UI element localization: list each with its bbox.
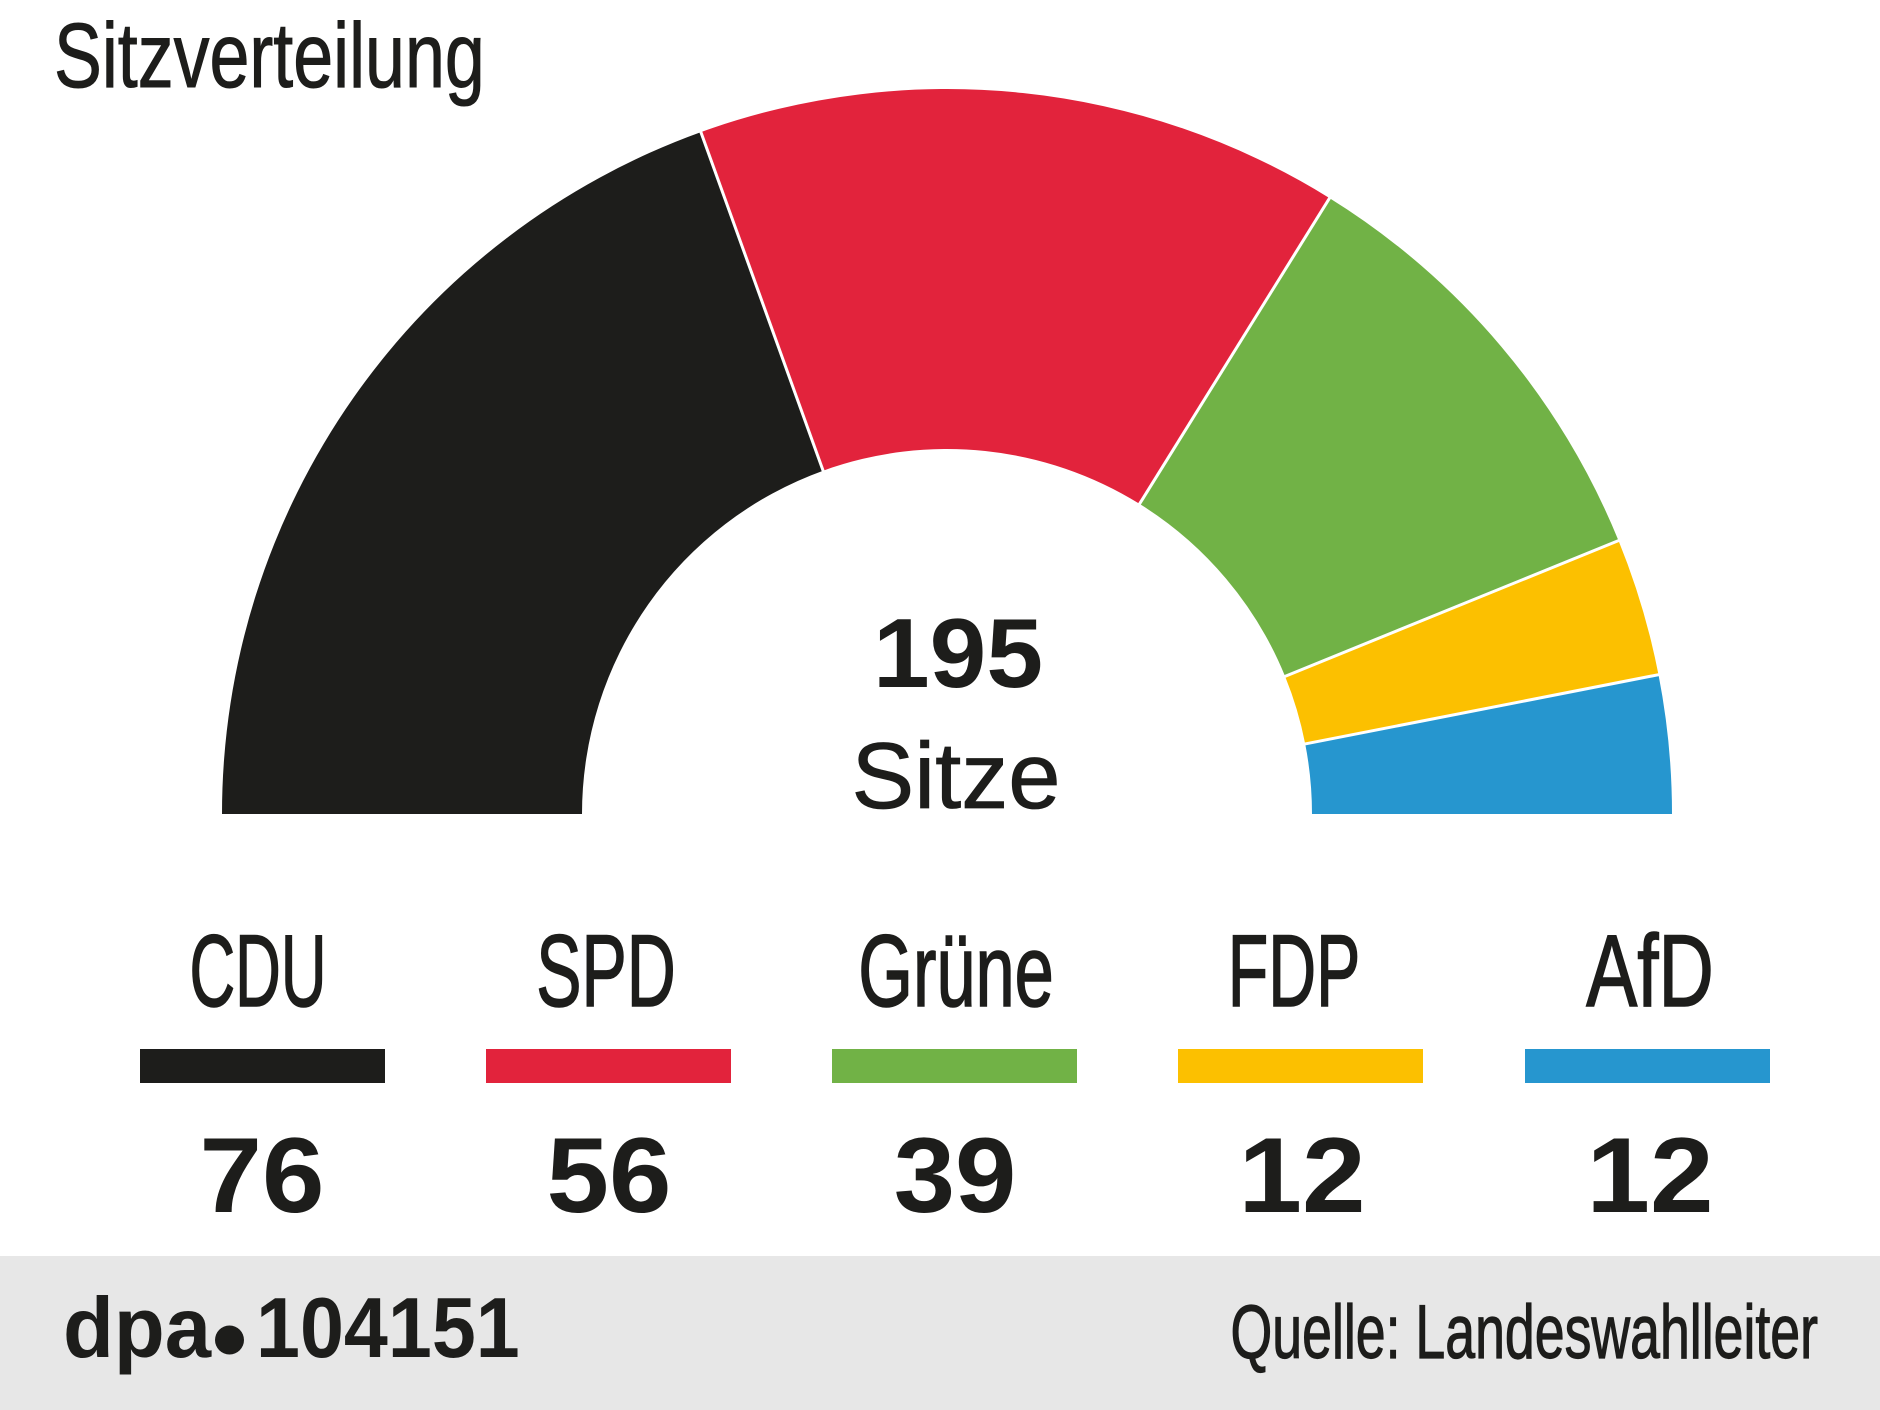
- svg-text:12: 12: [1586, 1116, 1713, 1235]
- svg-text:Grüne: Grüne: [858, 914, 1054, 1028]
- svg-text:CDU: CDU: [189, 913, 326, 1027]
- svg-text:dpa: dpa: [63, 1280, 212, 1375]
- svg-text:Sitzverteilung: Sitzverteilung: [54, 4, 485, 107]
- svg-text:104151: 104151: [256, 1281, 520, 1375]
- svg-text:76: 76: [200, 1116, 325, 1235]
- svg-text:FDP: FDP: [1228, 915, 1361, 1029]
- svg-text:AfD: AfD: [1586, 914, 1714, 1028]
- svg-text:Sitze: Sitze: [852, 723, 1061, 828]
- svg-text:39: 39: [894, 1116, 1017, 1235]
- svg-text:Quelle: Landeswahlleiter: Quelle: Landeswahlleiter: [1231, 1289, 1818, 1374]
- svg-text:56: 56: [547, 1116, 672, 1235]
- svg-text:195: 195: [873, 599, 1043, 709]
- svg-text:12: 12: [1238, 1116, 1365, 1235]
- svg-text:SPD: SPD: [536, 915, 675, 1028]
